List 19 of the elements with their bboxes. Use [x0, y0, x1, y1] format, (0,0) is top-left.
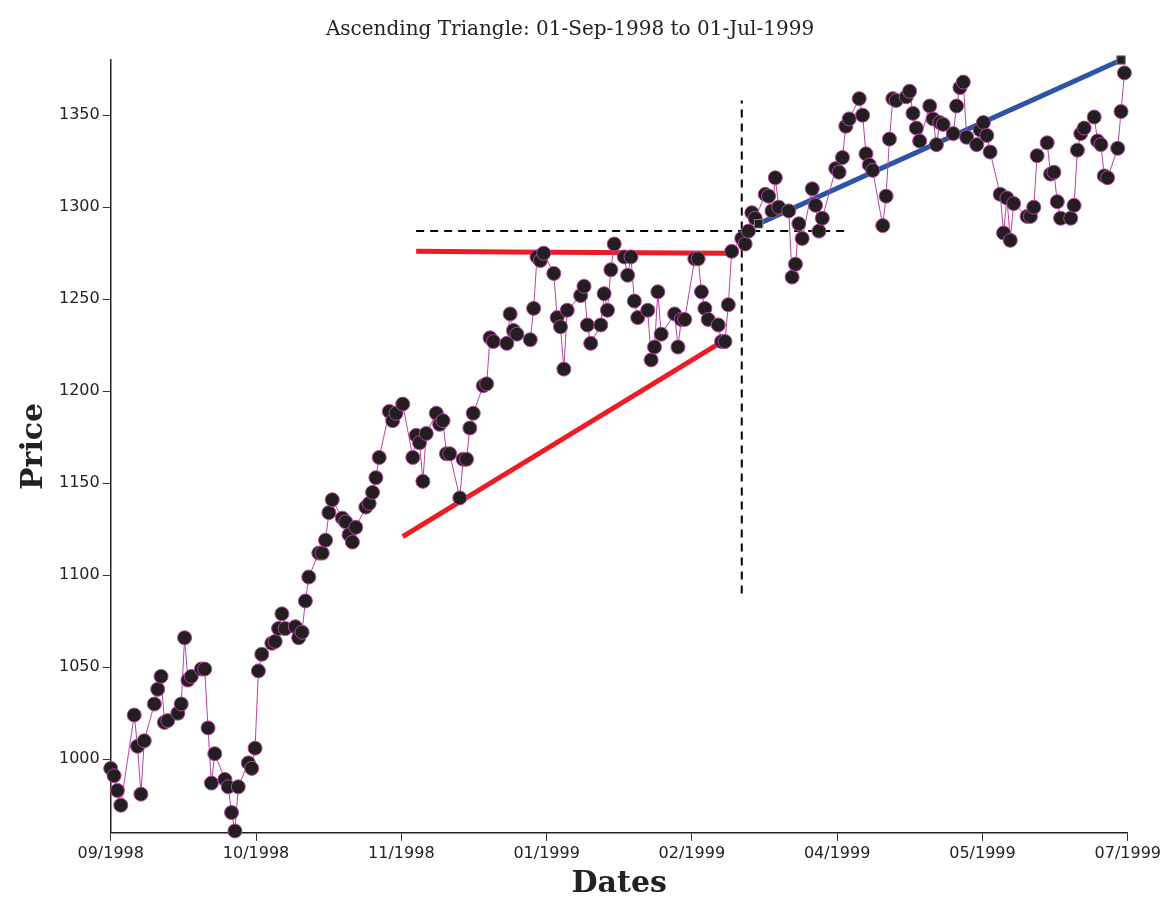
chart-title: Ascending Triangle: 01-Sep-1998 to 01-Jul-1999: [324, 16, 815, 41]
y-tick-label: 1000: [59, 748, 100, 768]
y-tick-label: 1250: [59, 288, 100, 308]
x-tick-label: 10/1998: [222, 842, 290, 862]
x-tick-label: 02/1999: [658, 842, 726, 862]
y-tick-label: 1150: [59, 472, 100, 492]
x-axis-title: Dates: [571, 863, 667, 899]
x-tick-label: 04/1999: [803, 842, 871, 862]
y-axis-title: Price: [13, 402, 49, 490]
y-tick-label: 1200: [59, 380, 100, 400]
x-tick-label: 01/1999: [513, 842, 580, 862]
y-tick-label: 1300: [59, 196, 100, 216]
y-tick-label: 1050: [59, 656, 100, 676]
x-tick-label: 07/1999: [1094, 842, 1161, 862]
x-tick-label: 11/1998: [368, 842, 435, 862]
y-tick-label: 1350: [59, 104, 100, 124]
y-tick-label: 1100: [59, 564, 100, 584]
x-tick-label: 05/1999: [949, 842, 1016, 862]
x-tick-label: 09/1998: [77, 842, 144, 862]
